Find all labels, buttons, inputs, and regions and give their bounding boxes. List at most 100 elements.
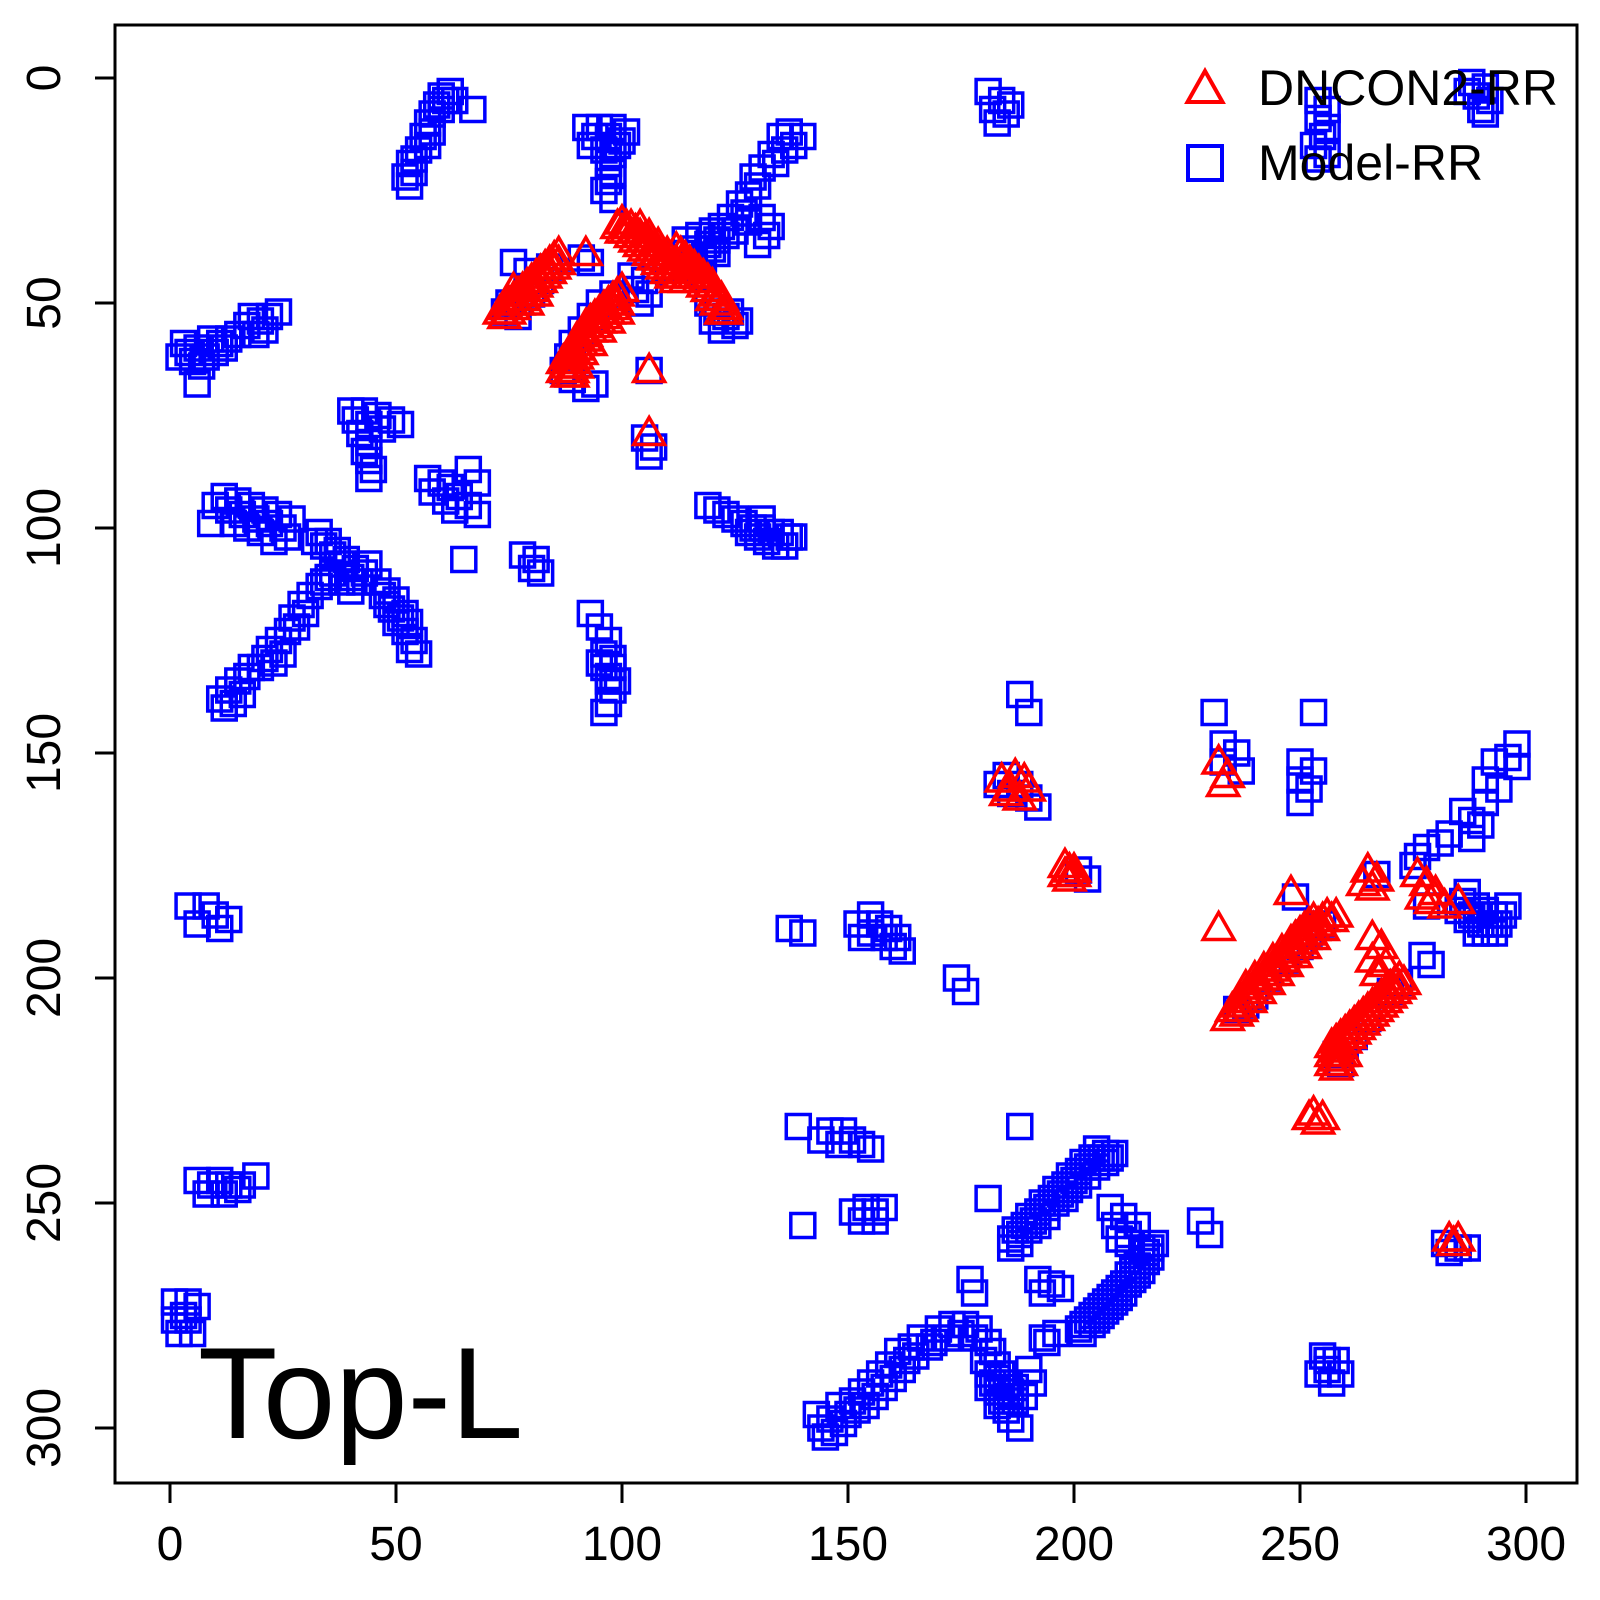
model-rr-point [1471,100,1500,128]
model-rr-point [802,1400,831,1429]
dncon2-rr-point [1376,971,1414,1005]
dncon2-rr-point [1435,1223,1473,1257]
model-rr-point [1028,1279,1057,1307]
dncon2-rr-point [1290,1097,1328,1131]
model-rr-point [870,1373,898,1402]
y-tick-label: 200 [18,938,71,1018]
model-rr-point [807,1126,835,1154]
model-rr-point [210,1180,238,1208]
dncon2-rr-point [508,283,546,316]
model-rr-point [599,140,627,169]
dncon2-rr-point [1055,850,1093,883]
y-axis: 0 50 100 150 200 250 300 [18,65,115,1468]
model-rr-point [1055,1175,1084,1204]
model-rr-point [305,572,333,601]
model-rr-point [852,1391,880,1420]
model-rr-point [915,1333,944,1361]
model-rr-point [201,491,229,520]
model-rr-point [296,581,324,610]
model-rr-point [355,550,383,578]
dncon2-rr-point [517,274,555,307]
dncon2-rr-point [580,310,618,343]
model-rr-point [1024,1211,1052,1240]
model-rr-point [748,154,776,182]
dncon2-rr-point [1276,917,1315,951]
model-rr-point [594,167,623,196]
model-rr-point [743,172,772,200]
model-rr-point [183,370,211,398]
model-rr-point [355,464,383,493]
model-rr-point [1417,950,1445,979]
model-rr-point [1313,95,1341,124]
x-tick-label: 100 [582,1518,662,1571]
model-rr-point [205,685,234,713]
dncon2-rr-point [1313,899,1351,933]
model-rr-point [703,496,731,524]
model-rr-point [178,1319,207,1348]
model-rr-point [1426,829,1454,857]
x-tick-label: 250 [1260,1518,1340,1571]
model-rr-point [192,892,220,920]
model-rr-point [210,334,238,362]
model-rr-point [603,667,632,695]
model-rr-point [1494,892,1522,920]
plot-box [113,23,1579,1485]
model-rr-point [273,523,302,551]
model-rr-point [694,491,722,520]
model-rr-point [441,86,469,115]
model-rr-point [992,1382,1020,1411]
model-rr-point [639,433,668,461]
dncon2-rr-point [630,350,668,384]
model-rr-point [1200,698,1228,727]
x-tick-label: 0 [157,1518,184,1571]
dncon2-rr-point [1412,881,1450,915]
model-rr-point [517,554,546,583]
model-rr-point [1123,1261,1152,1289]
dncon2-rr-point [1439,881,1477,915]
corner-label: Top-L [198,1320,523,1466]
model-rr-point [395,635,424,664]
model-rr-point [1064,1171,1093,1199]
model-rr-point [346,419,374,448]
series-dncon2-rr [481,202,1477,1257]
model-rr-point [251,644,279,673]
model-rr-point [1435,820,1463,848]
model-rr-point [974,1373,1002,1402]
model-rr-point [983,1364,1011,1393]
dncon2-rr-point [1200,908,1238,942]
legend-label-model: Model-RR [1258,135,1483,191]
model-rr-point [450,545,478,574]
model-rr-point [1096,1292,1124,1321]
x-tick-label: 300 [1486,1518,1566,1571]
legend-item-dncon2: DNCON2-RR [1184,60,1558,116]
model-rr-point [359,455,388,484]
model-rr-point [974,1184,1002,1213]
model-rr-point [1024,793,1052,821]
dncon2-rr-point [598,292,637,325]
model-rr-point [856,1135,885,1163]
model-rr-point [770,532,799,560]
model-rr-point [463,469,492,497]
y-tick-label: 0 [18,65,71,92]
model-rr-point [1033,1328,1061,1357]
dncon2-rr-point [1358,989,1396,1023]
model-rr-point [739,163,767,191]
x-tick-label: 150 [808,1518,888,1571]
model-rr-point [1019,1369,1048,1397]
model-rr-point [1453,77,1481,106]
model-rr-point [395,172,424,200]
model-rr-point [1100,1139,1129,1168]
model-rr-point [368,581,397,610]
y-tick-label: 50 [18,276,71,329]
model-rr-point [883,923,912,952]
legend-label-dncon2: DNCON2-RR [1258,60,1558,116]
model-rr-point [996,1234,1025,1262]
model-rr-point [210,694,238,722]
model-rr-point [382,608,410,637]
dncon2-rr-point [1349,998,1387,1032]
model-rr-point [1480,748,1509,776]
model-rr-point [183,910,211,938]
model-rr-point [1480,919,1509,947]
